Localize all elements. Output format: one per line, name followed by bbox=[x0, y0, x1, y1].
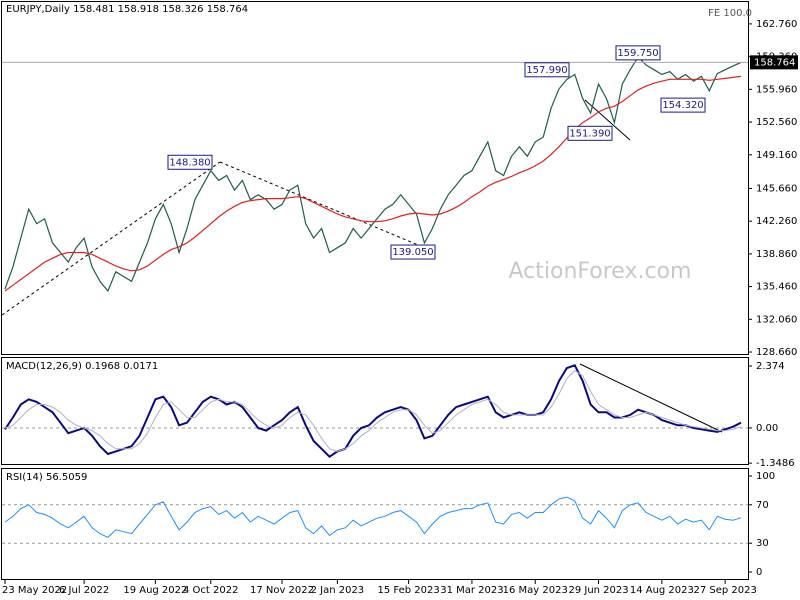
macd-title: MACD(12,26,9) 0.1968 0.0171 bbox=[6, 361, 158, 372]
y-tick-label: 0.00 bbox=[756, 423, 778, 434]
x-tick-label: 29 Jun 2023 bbox=[568, 585, 628, 596]
y-tick-label: 128.660 bbox=[756, 347, 797, 358]
fe-label: FE 100.0 bbox=[708, 8, 752, 19]
y-tick-label: 100 bbox=[756, 471, 775, 482]
x-tick-label: 31 Mar 2023 bbox=[440, 585, 503, 596]
y-tick-label: 155.960 bbox=[756, 84, 797, 95]
x-tick-label: 23 May 2022 bbox=[2, 585, 67, 596]
y-tick-label: 132.060 bbox=[756, 314, 797, 325]
last-price-label: 158.764 bbox=[754, 57, 795, 68]
annotation-box bbox=[167, 154, 213, 170]
x-tick-label: 6 Jul 2022 bbox=[59, 585, 109, 596]
x-tick-label: 14 Aug 2023 bbox=[630, 585, 694, 596]
trend-line bbox=[579, 363, 723, 433]
y-tick-label: 70 bbox=[756, 500, 769, 511]
y-tick-label: -1.3486 bbox=[756, 458, 795, 469]
series-line bbox=[4, 75, 742, 292]
y-tick-label: 0 bbox=[756, 567, 762, 578]
rsi-pane bbox=[1, 468, 749, 580]
price-pane bbox=[1, 1, 749, 355]
annotation-label: 151.390 bbox=[569, 128, 610, 139]
macd-pane bbox=[1, 357, 749, 465]
series-line bbox=[4, 364, 742, 458]
x-tick-label: 16 May 2023 bbox=[503, 585, 568, 596]
annotation-box bbox=[524, 62, 570, 78]
annotation-label: 157.990 bbox=[526, 65, 567, 76]
y-tick-label: 142.260 bbox=[756, 216, 797, 227]
series-line bbox=[4, 496, 742, 539]
x-tick-label: 19 Aug 2022 bbox=[123, 585, 187, 596]
x-tick-label: 4 Oct 2022 bbox=[183, 585, 238, 596]
x-tick-label: 15 Feb 2023 bbox=[377, 585, 439, 596]
chart-title: EURJPY,Daily 158.481 158.918 158.326 158… bbox=[6, 4, 248, 15]
x-tick-label: 17 Nov 2022 bbox=[250, 585, 314, 596]
annotation-box bbox=[390, 244, 436, 260]
annotation-box bbox=[567, 125, 613, 141]
trend-line bbox=[219, 161, 431, 251]
x-tick-label: 2 Jan 2023 bbox=[311, 585, 365, 596]
annotation-box bbox=[615, 45, 661, 61]
y-tick-label: 138.860 bbox=[756, 249, 797, 260]
y-tick-label: 149.160 bbox=[756, 150, 797, 161]
y-tick-label: 135.460 bbox=[756, 282, 797, 293]
watermark: ActionForex.com bbox=[509, 259, 692, 284]
y-tick-label: 145.660 bbox=[756, 183, 797, 194]
rsi-title: RSI(14) 56.5059 bbox=[6, 472, 87, 483]
annotation-label: 148.380 bbox=[169, 157, 210, 168]
y-tick-label: 30 bbox=[756, 538, 769, 549]
annotation-label: 159.750 bbox=[617, 48, 658, 59]
annotation-label: 154.320 bbox=[662, 100, 703, 111]
annotation-label: 139.050 bbox=[392, 247, 433, 258]
last-price-box bbox=[750, 55, 798, 70]
annotation-box bbox=[660, 97, 706, 113]
y-tick-label: 2.374 bbox=[756, 361, 785, 372]
trend-line bbox=[1, 161, 221, 316]
y-tick-label: 152.560 bbox=[756, 117, 797, 128]
x-tick-label: 27 Sep 2023 bbox=[693, 585, 756, 596]
y-tick-label: 162.760 bbox=[756, 19, 797, 30]
series-line bbox=[4, 369, 742, 452]
